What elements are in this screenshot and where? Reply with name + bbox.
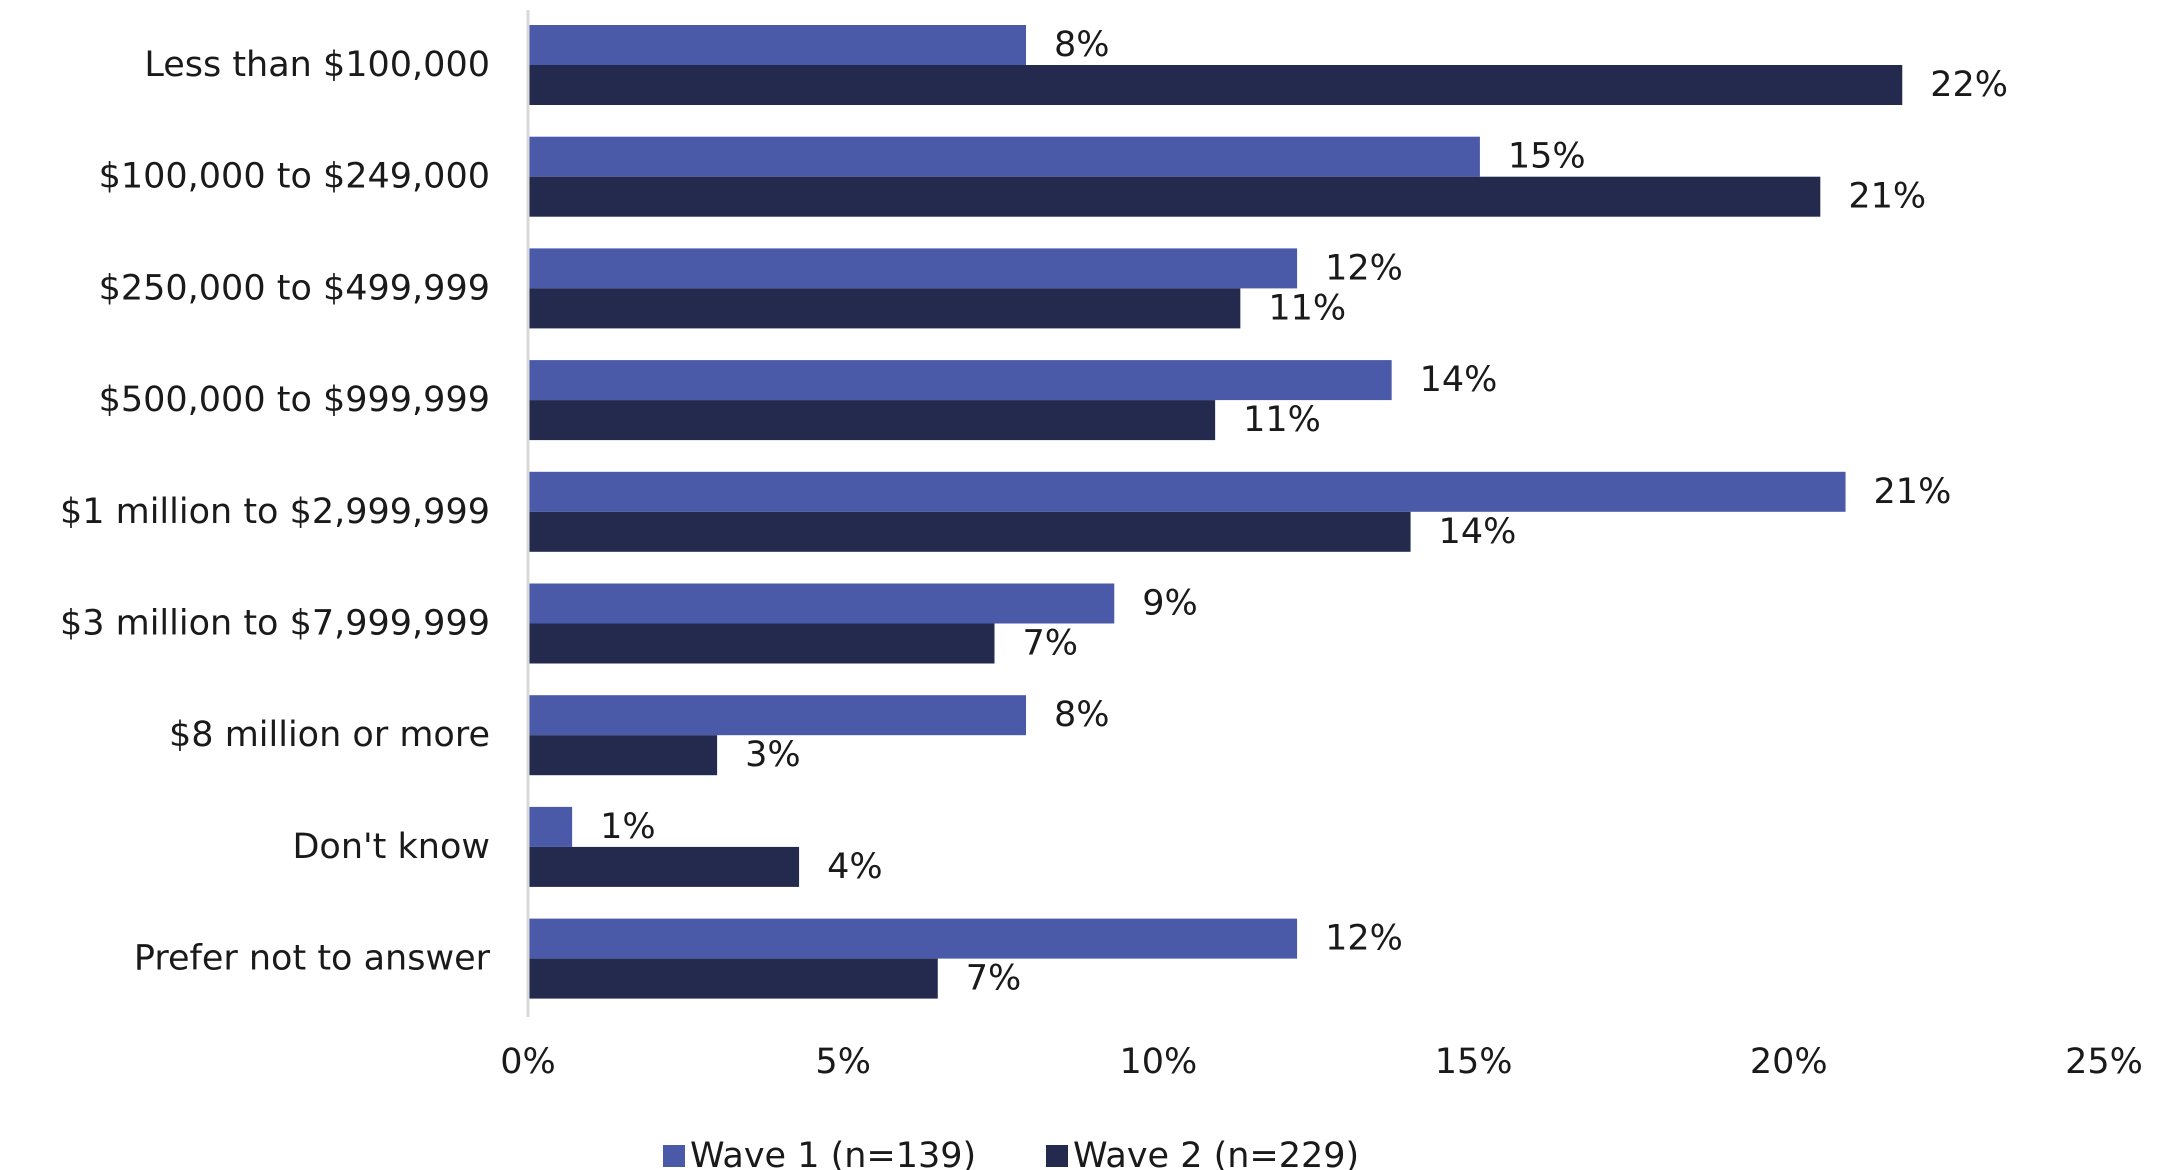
- data-label-series-1: 1%: [600, 807, 656, 847]
- bar-series-1: [529, 360, 1392, 401]
- x-tick-label: 5%: [815, 1042, 871, 1082]
- category-label: Don't know: [292, 827, 490, 867]
- bar-series-2: [529, 623, 995, 664]
- legend-swatch-series-1: [663, 1145, 685, 1167]
- category-label: Less than $100,000: [144, 45, 490, 85]
- x-axis-tick-labels: 0% 5% 10% 15% 20% 25%: [500, 1042, 2143, 1082]
- data-label-series-1: 12%: [1325, 248, 1403, 288]
- category-label: $500,000 to $999,999: [99, 380, 490, 420]
- bar-series-1: [529, 806, 573, 847]
- data-label-series-2: 4%: [827, 847, 883, 887]
- value-labels: 8%22%15%21%12%11%14%11%21%14%9%7%8%3%1%4…: [600, 25, 2008, 999]
- data-label-series-2: 11%: [1268, 288, 1346, 328]
- bar-series-2: [529, 65, 1903, 105]
- category-labels: Less than $100,000 $100,000 to $249,000 $2…: [60, 45, 491, 979]
- bar-series-1: [529, 583, 1115, 624]
- data-label-series-2: 21%: [1848, 177, 1926, 217]
- bar-series-2: [529, 176, 1821, 217]
- bar-series-2: [529, 400, 1216, 441]
- category-label: $250,000 to $499,999: [99, 268, 490, 308]
- bar-series-1: [529, 136, 1480, 177]
- data-label-series-2: 14%: [1439, 512, 1517, 552]
- x-tick-label: 20%: [1750, 1042, 1828, 1082]
- legend-label-series-1: Wave 1 (n=139): [690, 1136, 976, 1170]
- bar-series-2: [529, 735, 718, 776]
- bar-series-2: [529, 958, 938, 999]
- bar-series-2: [529, 511, 1411, 552]
- bar-series-1: [529, 918, 1298, 959]
- legend-label-series-2: Wave 2 (n=229): [1073, 1136, 1359, 1170]
- data-label-series-1: 8%: [1054, 25, 1110, 65]
- category-label: $1 million to $2,999,999: [60, 492, 490, 532]
- category-label: Prefer not to answer: [134, 939, 491, 979]
- bar-series-2: [529, 846, 800, 887]
- x-tick-label: 0%: [500, 1042, 556, 1082]
- bar-series-1: [529, 248, 1298, 289]
- data-label-series-2: 11%: [1243, 400, 1321, 440]
- data-label-series-1: 9%: [1142, 584, 1198, 624]
- data-label-series-1: 21%: [1874, 472, 1952, 512]
- data-label-series-1: 14%: [1420, 360, 1498, 400]
- bar-series-1: [529, 471, 1846, 512]
- data-label-series-2: 7%: [1022, 624, 1078, 664]
- legend-swatch-series-2: [1046, 1145, 1068, 1167]
- bar-series-1: [529, 25, 1027, 65]
- x-tick-label: 10%: [1120, 1042, 1198, 1082]
- bar-series-2: [529, 288, 1241, 329]
- data-label-series-2: 7%: [966, 959, 1022, 999]
- data-label-series-1: 8%: [1054, 695, 1110, 735]
- category-label: $3 million to $7,999,999: [60, 604, 490, 644]
- bars-layer: [529, 25, 1903, 999]
- data-label-series-2: 22%: [1930, 65, 2008, 105]
- x-tick-label: 15%: [1435, 1042, 1513, 1082]
- x-tick-label: 25%: [2065, 1042, 2143, 1082]
- bar-series-1: [529, 695, 1027, 736]
- data-label-series-1: 15%: [1508, 137, 1586, 177]
- legend: Wave 1 (n=139) Wave 2 (n=229): [663, 1136, 1359, 1170]
- category-label: $8 million or more: [169, 715, 490, 755]
- data-label-series-1: 12%: [1325, 919, 1403, 959]
- data-label-series-2: 3%: [745, 735, 801, 775]
- category-label: $100,000 to $249,000: [99, 157, 490, 197]
